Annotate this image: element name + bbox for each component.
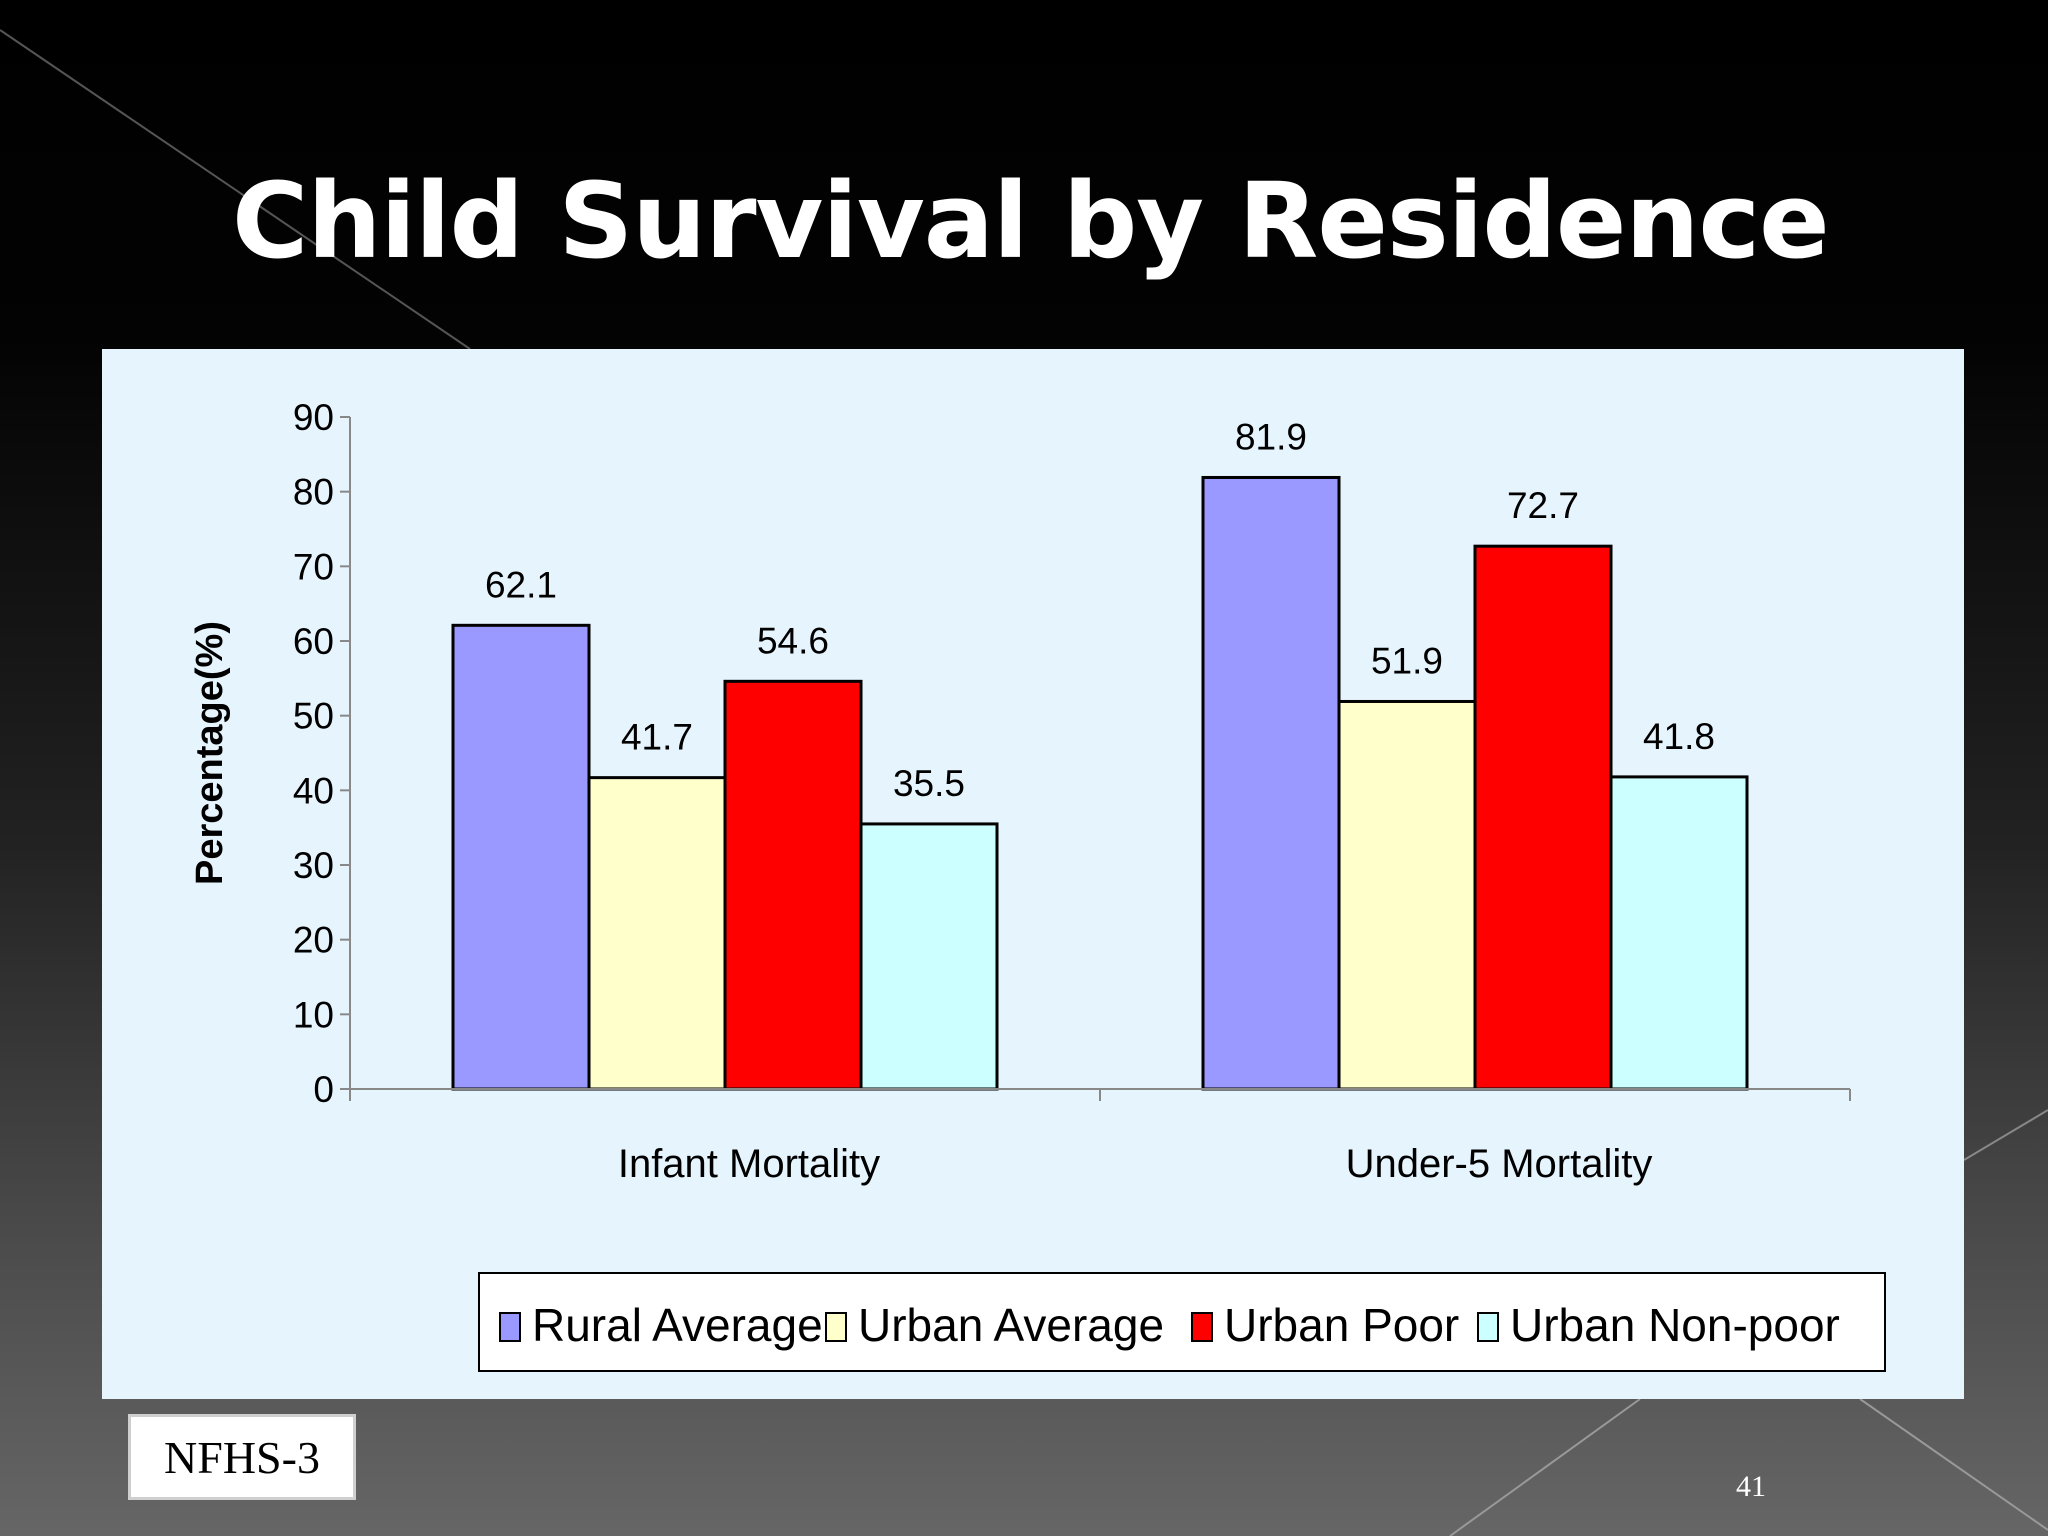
y-tick-label: 30 <box>293 845 334 886</box>
legend-label: Urban Average <box>858 1299 1164 1351</box>
legend-box <box>478 1272 1886 1372</box>
data-label: 41.7 <box>621 717 693 758</box>
decor-line <box>0 29 471 350</box>
y-tick-label: 90 <box>293 397 334 438</box>
data-label: 41.8 <box>1643 716 1715 757</box>
y-axis-ticks: 0 10 20 30 40 50 60 70 80 90 <box>293 397 350 1110</box>
legend-swatch <box>825 1312 847 1342</box>
y-axis-label: Percentage(%) <box>189 621 231 885</box>
data-label: 35.5 <box>893 763 965 804</box>
bar <box>1201 475 1341 1091</box>
y-tick-label: 40 <box>293 770 334 811</box>
legend: Rural Average Urban Average Urban Poor Urba… <box>499 1299 1840 1351</box>
bar <box>723 679 863 1091</box>
y-tick-label: 10 <box>293 994 334 1035</box>
bar <box>451 623 591 1091</box>
legend-label: Urban Non-poor <box>1510 1299 1840 1351</box>
legend-swatch <box>1477 1312 1499 1342</box>
bar <box>1609 775 1749 1091</box>
legend-swatch <box>1191 1312 1213 1342</box>
bar <box>859 822 999 1091</box>
data-label: 54.6 <box>757 620 829 661</box>
bar <box>1337 699 1477 1091</box>
y-tick-label: 0 <box>313 1069 334 1110</box>
y-tick-label: 20 <box>293 920 334 961</box>
legend-label: Rural Average <box>532 1299 823 1351</box>
bar <box>1473 544 1613 1091</box>
data-label: 72.7 <box>1507 485 1579 526</box>
decor-line <box>1859 1398 2048 1531</box>
category-label: Under-5 Mortality <box>1346 1142 1653 1186</box>
bar-chart: 0 10 20 30 40 50 60 70 80 90 62.1 41.7 54.6 35.5 81.9… <box>102 349 1964 1399</box>
decor-line <box>1449 1398 1641 1536</box>
value-labels: 62.1 41.7 54.6 35.5 81.9 51.9 72.7 41.8 <box>485 416 1715 803</box>
legend-label: Urban Poor <box>1224 1299 1459 1351</box>
bar <box>587 776 727 1091</box>
y-tick-label: 50 <box>293 696 334 737</box>
page-number: 41 <box>1736 1470 1766 1503</box>
x-axis-ticks <box>349 1089 1851 1101</box>
bars <box>451 475 1749 1091</box>
y-tick-label: 60 <box>293 621 334 662</box>
category-label: Infant Mortality <box>618 1142 880 1186</box>
data-label: 81.9 <box>1235 416 1307 457</box>
decor-line <box>1963 1109 2048 1161</box>
y-tick-label: 70 <box>293 546 334 587</box>
category-labels: Infant Mortality Under-5 Mortality <box>618 1142 1653 1186</box>
data-label: 51.9 <box>1371 640 1443 681</box>
source-label: NFHS-3 <box>128 1414 356 1500</box>
legend-swatch <box>499 1312 521 1342</box>
y-tick-label: 80 <box>293 472 334 513</box>
data-label: 62.1 <box>485 564 557 605</box>
slide-title: Child Survival by Residence <box>232 160 1830 282</box>
